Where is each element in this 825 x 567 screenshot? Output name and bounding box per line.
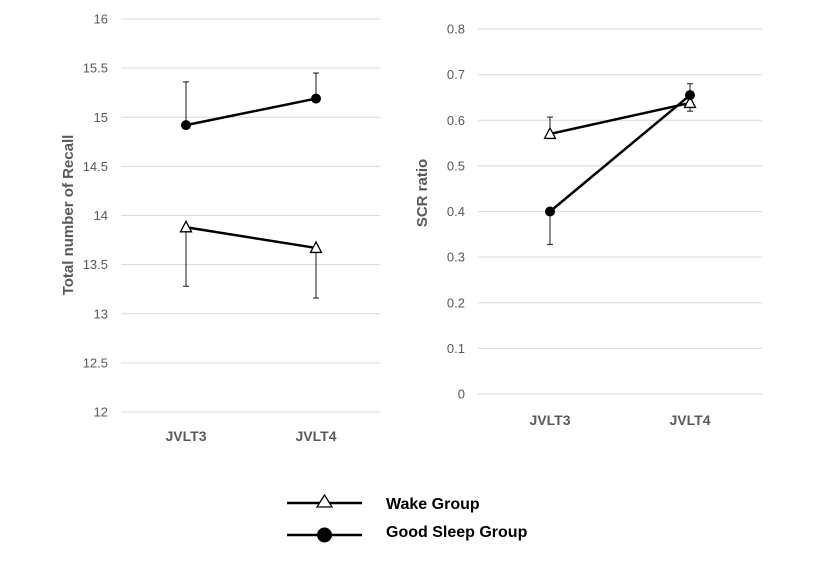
scr-ratio-chart-panel: 0 0.1 0.2 0.3 0.4 0.5 0.6 0.7 0.8 JVLT3 JVLT4 SCR r… — [414, 22, 762, 428]
scr-y-tick-label: 0.5 — [447, 158, 465, 173]
recall-y-tick-label: 15 — [94, 110, 108, 125]
recall-sleep-point — [311, 93, 321, 104]
scr-y-tick-label: 0.6 — [447, 113, 465, 128]
scr-y-tick-label: 0.2 — [447, 295, 465, 310]
scr-wake-point — [543, 126, 557, 140]
recall-wake-point — [309, 240, 323, 254]
legend-good-sleep-group-label: Good Sleep Group — [386, 524, 528, 541]
scr-sleep-point — [685, 90, 695, 101]
recall-y-tick-label: 14.5 — [83, 159, 108, 174]
recall-y-axis-title: Total number of Recall — [60, 135, 77, 296]
recall-sleep-series-line — [185, 97, 317, 127]
recall-y-tick-label: 16 — [94, 12, 108, 27]
recall-chart-panel: 12 12.5 13 13.5 14 14.5 15 15.5 16 JVLT3 JVLT4 Tota… — [60, 12, 380, 444]
legend: Wake Group Good Sleep Group — [287, 493, 528, 543]
recall-x-category-label: JVLT3 — [166, 428, 207, 444]
scr-sleep-point — [545, 206, 555, 217]
recall-y-tick-label: 12.5 — [83, 355, 108, 370]
legend-triangle-icon — [315, 493, 334, 508]
scr-y-tick-label: 0 — [458, 387, 465, 402]
recall-y-tick-label: 14 — [94, 208, 108, 223]
legend-circle-icon — [317, 527, 332, 543]
scr-y-tick-label: 0.4 — [447, 204, 465, 219]
recall-x-category-label: JVLT4 — [296, 428, 337, 444]
recall-wake-series-line — [185, 226, 317, 250]
recall-sleep-point — [181, 120, 191, 131]
scr-y-axis-title: SCR ratio — [414, 159, 431, 227]
scr-wake-series-line — [549, 101, 691, 136]
recall-wake-point — [179, 219, 193, 233]
recall-y-tick-label: 12 — [94, 405, 108, 420]
scr-sleep-series-line — [549, 94, 691, 213]
legend-wake-group-label: Wake Group — [386, 496, 480, 513]
scr-y-tick-label: 0.3 — [447, 250, 465, 265]
scr-x-category-label: JVLT3 — [530, 412, 571, 428]
scr-y-tick-label: 0.7 — [447, 67, 465, 82]
scr-x-category-label: JVLT4 — [670, 412, 711, 428]
recall-y-tick-label: 13 — [94, 306, 108, 321]
legend-item-good-sleep-group: Good Sleep Group — [287, 524, 528, 543]
recall-y-tick-label: 15.5 — [83, 61, 108, 76]
scr-y-tick-label: 0.8 — [447, 22, 465, 37]
scr-wake-point — [683, 95, 697, 109]
legend-item-wake-group: Wake Group — [287, 493, 480, 513]
recall-y-tick-label: 13.5 — [83, 257, 108, 272]
scr-y-tick-label: 0.1 — [447, 341, 465, 356]
